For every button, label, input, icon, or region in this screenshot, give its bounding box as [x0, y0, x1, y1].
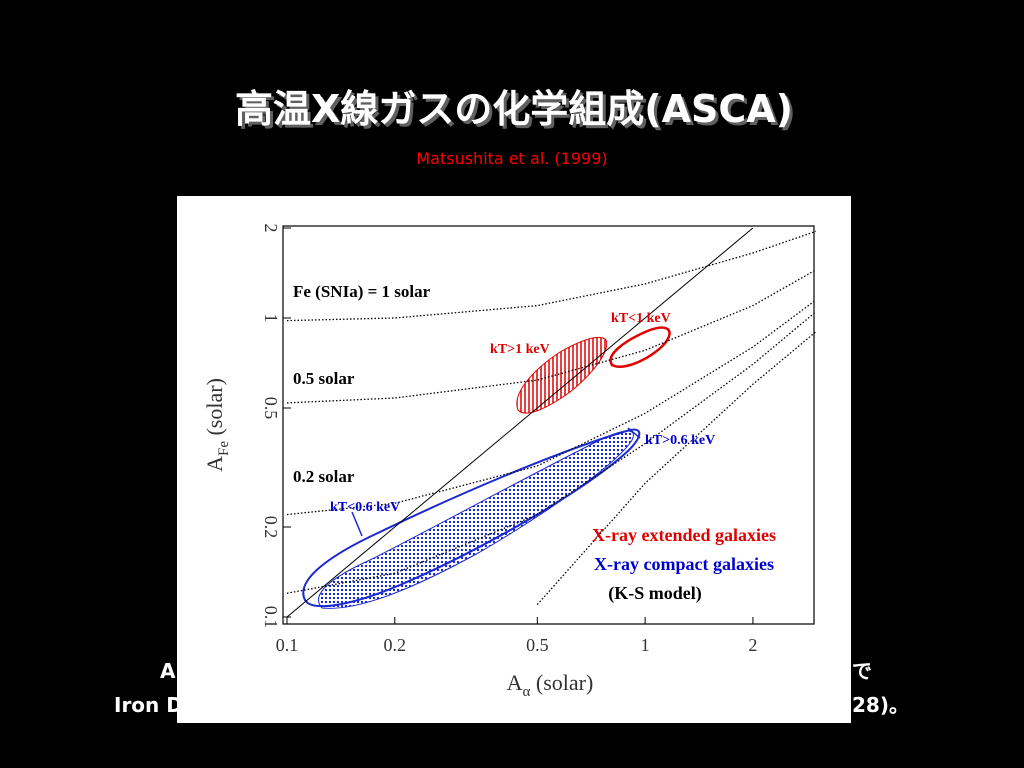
y-tick-label: 0.2: [261, 516, 281, 539]
figure-panel: [177, 196, 851, 723]
x-tick-label: 0.2: [384, 635, 407, 655]
contour-blue: [302, 428, 641, 608]
hidden-fragment: A: [160, 659, 176, 683]
series-line: [287, 311, 816, 594]
series-line: [536, 331, 816, 606]
axis-label-part: Fe: [216, 441, 232, 456]
annotation-arrow: [627, 427, 641, 439]
slide-title: 高温X線ガスの化学組成(ASCA): [235, 87, 793, 131]
hatched-region-red: [516, 336, 608, 414]
axis-label-part: (solar): [530, 670, 593, 695]
title-shadow: 高温X線ガスの化学組成(ASCA): [238, 90, 796, 134]
x-tick-label: 2: [748, 635, 757, 655]
y-tick-label: 2: [261, 224, 281, 233]
axis-label-part: A: [202, 456, 227, 472]
series-label: Fe (SNIa) = 1 solar: [293, 282, 431, 301]
y-tick-label: 0.1: [261, 606, 281, 629]
axis-label: Aα (solar): [507, 670, 594, 700]
annotation: kT>1 keV: [490, 342, 550, 357]
axis-label-part: α: [523, 684, 531, 700]
hidden-fragment: Iron D: [114, 693, 183, 717]
y-tick-label: 0.5: [261, 397, 281, 420]
x-tick-label: 0.5: [526, 635, 549, 655]
axis-label-part: A: [507, 670, 523, 695]
annotation: kT<1 keV: [611, 311, 671, 326]
series-label: 0.2 solar: [293, 467, 355, 486]
legend-entry: (K-S model): [608, 583, 702, 604]
series-line: [287, 230, 816, 322]
x-tick-label: 1: [641, 635, 650, 655]
hatched-region-blue: [318, 430, 634, 609]
annotation-arrow: [351, 511, 363, 537]
series-label: 0.5 solar: [293, 369, 355, 388]
legend-entry: X-ray compact galaxies: [594, 554, 774, 574]
hidden-fragment: 28)。: [852, 693, 909, 717]
axis-label-part: (solar): [202, 378, 227, 441]
axis-label: AFe (solar): [202, 378, 232, 472]
contour-red: [609, 326, 671, 368]
annotation: kT>0.6 keV: [645, 433, 715, 448]
hidden-fragment: で: [852, 659, 872, 683]
series-group: [287, 228, 816, 617]
annotation: kT<0.6 keV: [330, 500, 400, 515]
series-line: [287, 299, 816, 516]
citation: Matsushita et al. (1999): [416, 149, 607, 168]
y-tick-label: 1: [261, 314, 281, 323]
series-line: [287, 228, 754, 617]
x-tick-label: 0.1: [276, 635, 299, 655]
plot-frame: [282, 225, 815, 625]
legend-entry: X-ray extended galaxies: [592, 525, 776, 545]
